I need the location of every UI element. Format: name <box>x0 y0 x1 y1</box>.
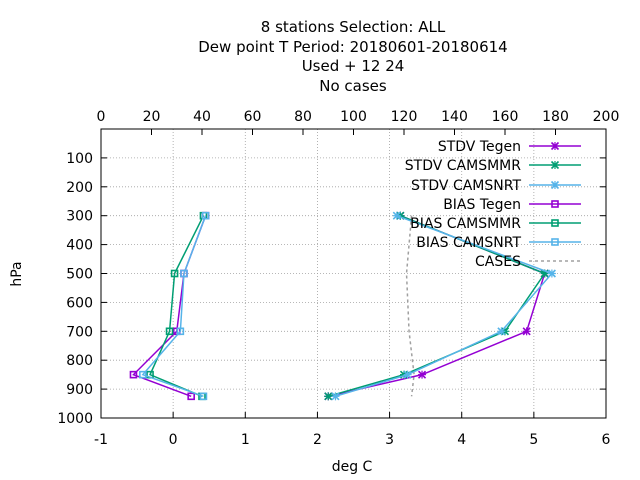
x-tick-label: 6 <box>602 432 611 448</box>
series-bias-camsmmr <box>146 211 208 401</box>
legend: STDV Tegen STDV CAMSMMR STDV CAMSNRT BIAS T… <box>405 139 581 270</box>
series-stdv-camsnrt <box>331 211 556 401</box>
y-tick-label: 700 <box>66 324 93 340</box>
x2-tick-label: 180 <box>542 109 569 125</box>
legend-key-marker <box>551 200 559 208</box>
data-point <box>324 392 333 401</box>
x-tick-label: 1 <box>241 432 250 448</box>
legend-label: BIAS Tegen <box>443 197 521 213</box>
data-point <box>170 269 179 278</box>
data-point <box>392 211 401 220</box>
y-tick-label: 400 <box>66 238 93 254</box>
series-line <box>141 215 207 398</box>
x2-tick-label: 200 <box>593 109 620 125</box>
x-tick-label: 3 <box>385 432 394 448</box>
x-axis-label: deg C <box>332 459 373 475</box>
data-point <box>403 370 412 379</box>
x-axis-ticks: -1 0 1 2 3 4 5 6 <box>94 412 611 448</box>
x-tick-label: -1 <box>94 432 108 448</box>
title-line-3: Used + 12 24 <box>302 57 405 75</box>
x2-tick-label: 100 <box>340 109 367 125</box>
legend-label: BIAS CAMSNRT <box>416 235 521 251</box>
legend-label: STDV CAMSMMR <box>405 158 521 174</box>
x2-tick-label: 20 <box>143 109 161 125</box>
data-point <box>187 392 195 401</box>
chart-title: 8 stations Selection: ALL Dew point T Pe… <box>198 18 507 95</box>
x-tick-label: 5 <box>529 432 538 448</box>
grid <box>101 129 606 418</box>
series-bias-camsnrt <box>139 211 210 401</box>
data-point <box>522 327 531 336</box>
series-line <box>149 215 205 398</box>
series-group <box>129 211 556 401</box>
legend-label: CASES <box>475 254 521 270</box>
x-tick-label: 4 <box>457 432 466 448</box>
data-point <box>497 327 506 336</box>
x2-tick-label: 140 <box>441 109 468 125</box>
legend-key-marker <box>551 238 559 246</box>
x-tick-label: 0 <box>169 432 178 448</box>
data-point <box>129 370 138 379</box>
data-point <box>417 370 427 379</box>
y-tick-label: 900 <box>66 382 93 398</box>
data-point <box>547 269 556 278</box>
y-axis-ticks: 100 200 300 400 500 600 700 800 900 1000 <box>57 151 606 427</box>
plot-border <box>100 128 607 419</box>
series-line <box>405 215 415 397</box>
title-line-1: 8 stations Selection: ALL <box>261 18 446 36</box>
x2-tick-label: 60 <box>244 109 262 125</box>
y-axis-label: hPa <box>9 261 25 286</box>
legend-key-marker <box>550 180 560 190</box>
x2-tick-label: 0 <box>97 109 106 125</box>
legend-key-marker <box>550 141 560 151</box>
data-point <box>165 327 174 336</box>
data-point <box>331 392 340 401</box>
legend-label: STDV Tegen <box>438 139 521 155</box>
x2-tick-label: 40 <box>193 109 211 125</box>
y-tick-label: 1000 <box>57 411 93 427</box>
title-line-4: No cases <box>319 77 387 95</box>
data-point <box>139 370 147 379</box>
legend-label: STDV CAMSNRT <box>411 178 522 194</box>
data-point <box>176 327 185 336</box>
x2-tick-label: 120 <box>391 109 418 125</box>
data-point <box>180 269 188 278</box>
title-line-2: Dew point T Period: 20180601-20180614 <box>198 38 507 56</box>
x-tick-label: 2 <box>313 432 322 448</box>
legend-key-marker <box>551 219 559 227</box>
x2-tick-label: 160 <box>492 109 519 125</box>
y-tick-label: 800 <box>66 353 93 369</box>
x2-axis-ticks: 0 20 40 60 80 100 120 140 160 180 200 <box>97 109 620 135</box>
series-cases <box>405 215 415 397</box>
y-tick-label: 600 <box>66 295 93 311</box>
y-tick-label: 300 <box>66 209 93 225</box>
legend-key-marker <box>550 160 560 170</box>
x2-tick-label: 80 <box>294 109 312 125</box>
y-tick-label: 100 <box>66 151 93 167</box>
y-tick-label: 200 <box>66 180 93 196</box>
data-point <box>199 392 208 401</box>
data-point <box>201 211 210 220</box>
legend-label: BIAS CAMSMMR <box>410 216 521 232</box>
y-tick-label: 500 <box>66 267 93 283</box>
